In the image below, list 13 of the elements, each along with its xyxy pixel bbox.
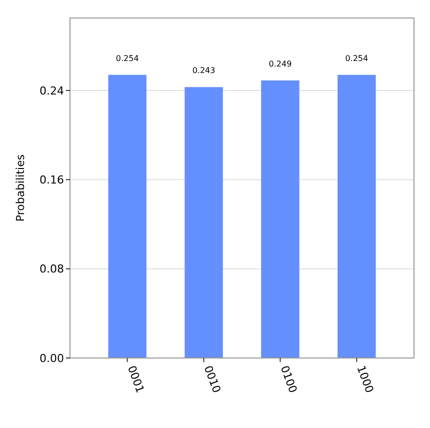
y-tick-label: 0.00	[40, 352, 64, 365]
x-tick-label: 1000	[354, 364, 376, 395]
data-label: 0.254	[345, 54, 368, 63]
y-tick-label: 0.16	[40, 173, 64, 186]
x-tick-label: 0001	[124, 364, 147, 395]
y-axis-title: Probabilities	[14, 154, 27, 222]
data-label: 0.243	[192, 66, 216, 76]
data-label: 0.254	[116, 54, 139, 63]
data-label: 0.249	[268, 59, 292, 68]
y-tick-label: 0.08	[40, 262, 64, 276]
x-tick-label: 0010	[201, 364, 224, 395]
x-tick-label: 0100	[278, 364, 300, 395]
y-tick-label: 0.24	[40, 84, 64, 98]
